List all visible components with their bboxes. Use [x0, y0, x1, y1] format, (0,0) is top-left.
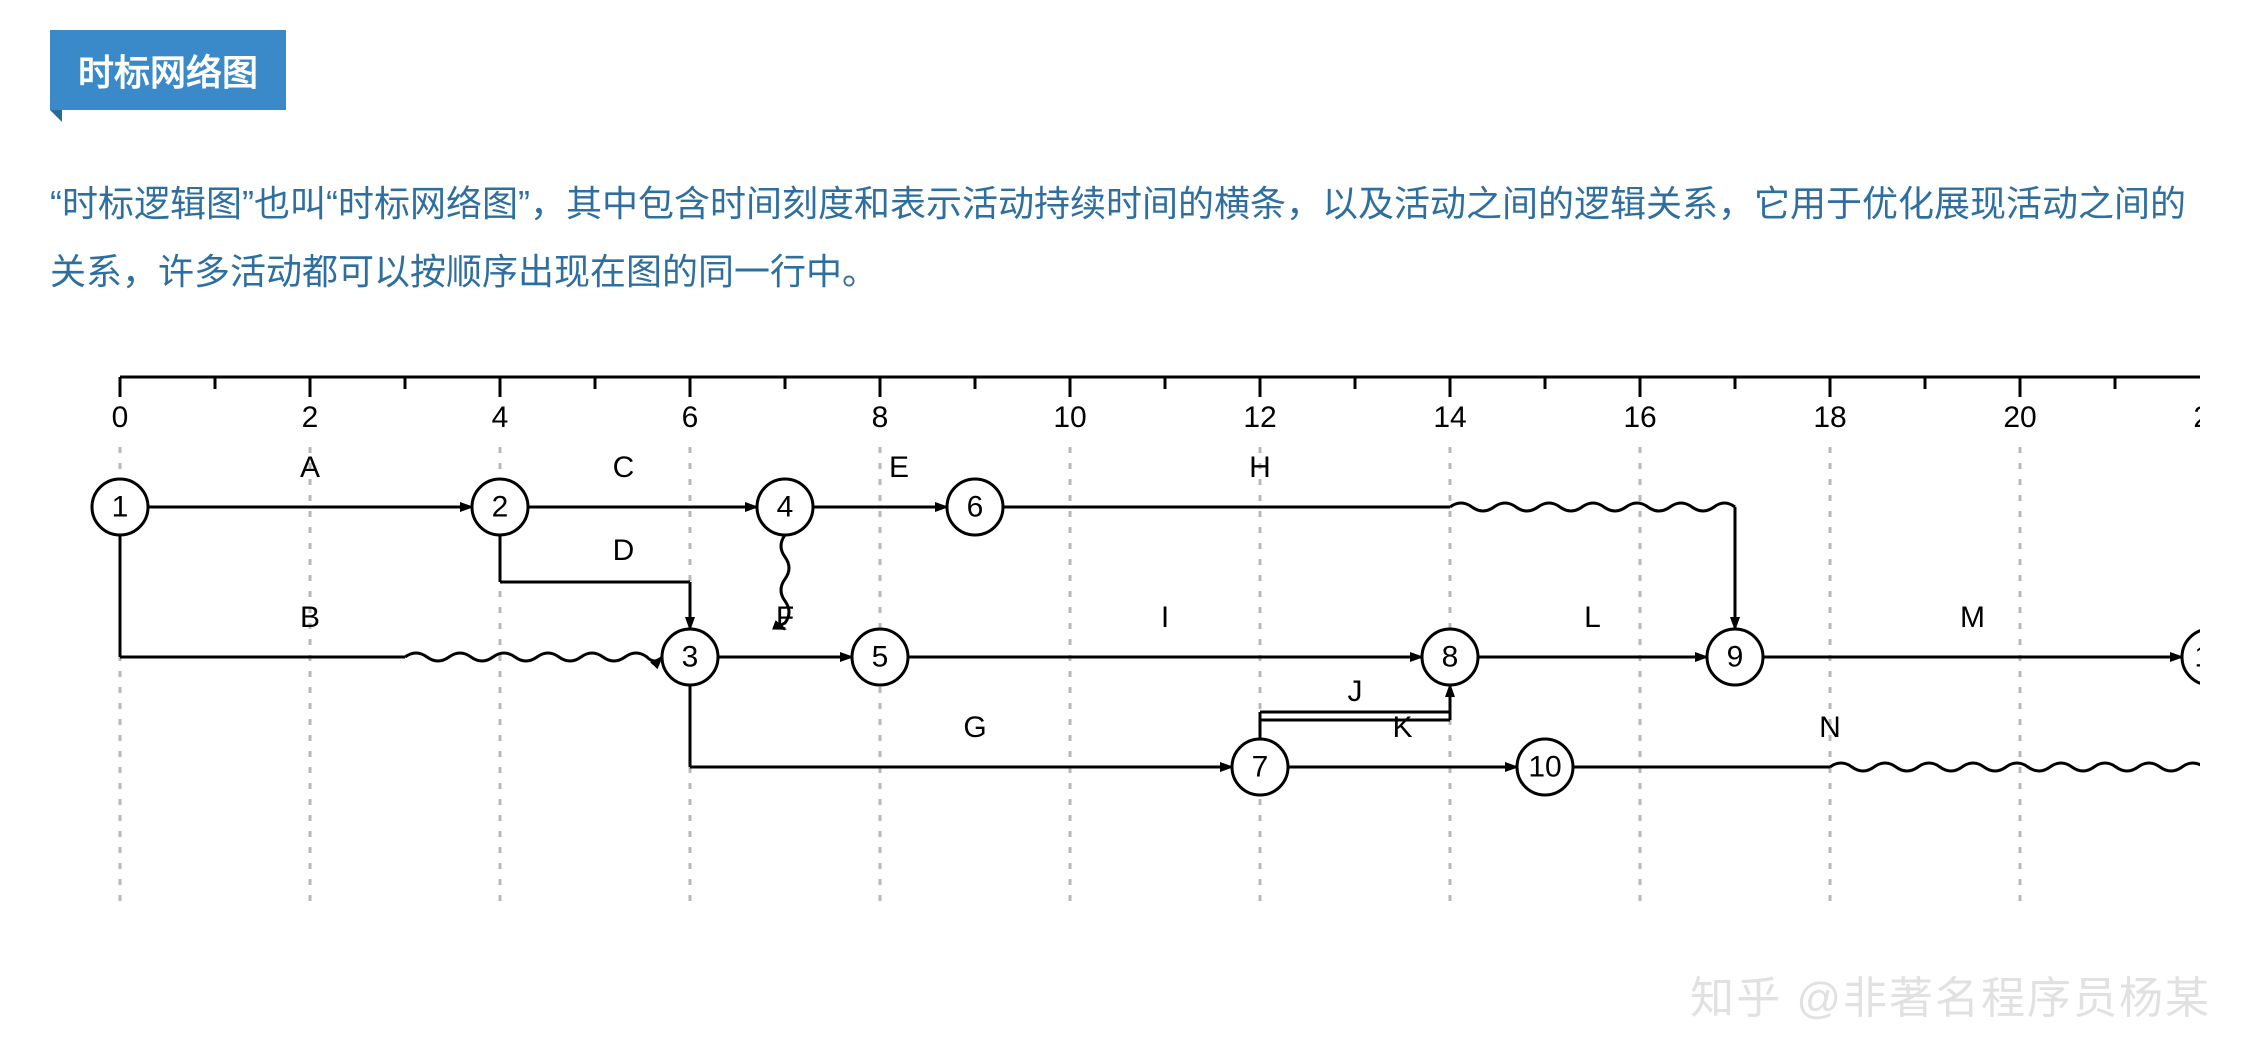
axis-label: 12	[1243, 401, 1276, 434]
axis-label: 8	[872, 401, 889, 434]
axis-label: 4	[492, 401, 509, 434]
edge-label: D	[613, 534, 635, 567]
axis-label: 0	[112, 401, 129, 434]
node-label: 9	[1727, 640, 1744, 673]
axis-label: 6	[682, 401, 699, 434]
section-description: “时标逻辑图”也叫“时标网络图”，其中包含时间刻度和表示活动持续时间的横条，以及…	[50, 170, 2191, 307]
edge-label: J	[1348, 675, 1363, 708]
axis-label: 10	[1053, 401, 1086, 434]
watermark: 知乎 @非著名程序员杨某	[1690, 962, 2211, 1026]
network-diagram: 0246810121416182022ACEHBDFILMGJKN1234567…	[80, 347, 2200, 907]
axis-label: 20	[2003, 401, 2036, 434]
edge-label: F	[776, 601, 794, 634]
edge-label: G	[963, 711, 986, 744]
edge-label: M	[1960, 601, 1985, 634]
edge-label: B	[300, 601, 320, 634]
edge-label: C	[613, 451, 635, 484]
edge-label: L	[1584, 601, 1601, 634]
section-title: 时标网络图	[50, 30, 286, 110]
diagram-container: 0246810121416182022ACEHBDFILMGJKN1234567…	[80, 347, 2191, 912]
node-label: 7	[1252, 750, 1269, 783]
axis-label: 2	[302, 401, 319, 434]
node-label: 2	[492, 490, 509, 523]
edge-label: E	[889, 451, 909, 484]
node-label: 4	[777, 490, 794, 523]
node-label: 6	[967, 490, 984, 523]
page: 时标网络图 “时标逻辑图”也叫“时标网络图”，其中包含时间刻度和表示活动持续时间…	[0, 0, 2241, 1056]
edge-label: H	[1249, 451, 1271, 484]
node-label: 11	[2194, 640, 2200, 673]
edge-label: K	[1392, 711, 1412, 744]
axis-label: 14	[1433, 401, 1466, 434]
edge-label: I	[1161, 601, 1169, 634]
node-label: 8	[1442, 640, 1459, 673]
edge-wave	[1830, 763, 2200, 771]
edge-label: N	[1819, 711, 1841, 744]
axis-label: 16	[1623, 401, 1656, 434]
edge-wave	[405, 653, 662, 661]
node-label: 1	[112, 490, 129, 523]
edge-label: A	[300, 451, 320, 484]
node-label: 3	[682, 640, 699, 673]
edge-wave	[1450, 503, 1735, 511]
axis-label: 18	[1813, 401, 1846, 434]
axis-label: 22	[2193, 401, 2200, 434]
node-label: 10	[1528, 750, 1561, 783]
node-label: 5	[872, 640, 889, 673]
